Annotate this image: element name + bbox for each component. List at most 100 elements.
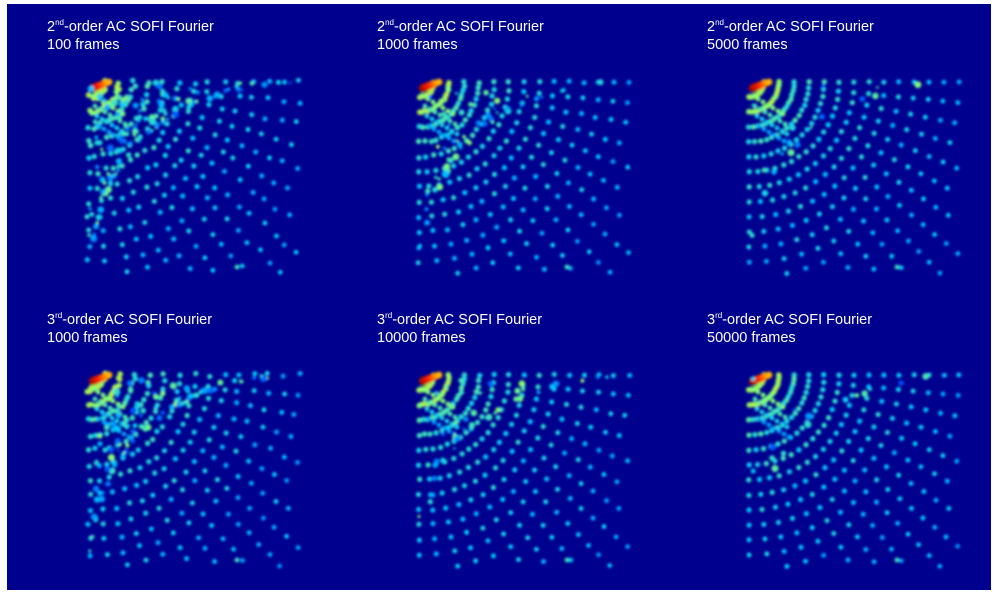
fourier-spot: [438, 151, 444, 157]
fourier-spot: [106, 129, 112, 135]
fourier-spot: [237, 177, 243, 183]
fourier-spot: [285, 185, 290, 191]
fourier-spot: [90, 93, 96, 99]
fourier-spot: [802, 478, 808, 484]
fourier-spot: [485, 413, 493, 421]
fourier-spot: [849, 99, 855, 106]
fourier-spot: [448, 534, 454, 540]
fourier-spot: [605, 375, 609, 379]
fourier-spot: [206, 437, 212, 443]
fourier-spot: [829, 496, 835, 503]
fourier-spot: [496, 439, 503, 445]
fourier-spot: [160, 551, 166, 557]
fourier-spot: [218, 241, 224, 247]
fourier-spot: [119, 534, 125, 540]
fourier-spot: [193, 392, 200, 399]
fourier-spot: [117, 409, 120, 413]
fourier-spot: [201, 386, 209, 395]
fourier-spot: [475, 84, 481, 91]
fourier-spot: [122, 121, 128, 127]
fourier-spot: [947, 433, 953, 439]
fourier-spot: [271, 472, 277, 477]
fourier-spot: [776, 428, 782, 434]
fourier-spot: [455, 563, 461, 569]
fourier-spot: [545, 119, 552, 125]
fourier-spot: [837, 216, 843, 222]
fourier-spot: [175, 428, 181, 435]
fourier-spot: [129, 451, 136, 457]
fourier-spot: [791, 372, 797, 378]
fourier-spot: [746, 214, 752, 220]
fourier-spot: [102, 412, 107, 417]
fourier-spot: [589, 131, 594, 137]
fourier-spot: [474, 419, 481, 426]
fourier-spot: [437, 112, 443, 118]
fourier-spot: [152, 391, 157, 395]
fourier-spot: [459, 146, 463, 150]
fourier-spot: [837, 509, 844, 515]
fourier-spot: [872, 92, 879, 100]
fourier-spot: [423, 446, 429, 453]
fourier-spot: [794, 430, 800, 436]
fourier-spot: [446, 157, 451, 162]
spot-group: [745, 78, 962, 276]
fourier-spot: [616, 212, 622, 218]
fourier-spot: [179, 487, 186, 493]
fourier-spot: [99, 116, 105, 122]
fourier-spot: [565, 94, 571, 100]
fourier-spot: [152, 408, 159, 414]
fourier-spot: [873, 206, 879, 212]
fourier-spot: [495, 407, 501, 413]
fourier-spot: [552, 380, 560, 388]
fourier-spot: [204, 145, 210, 151]
fourier-spot: [521, 428, 527, 434]
fourier-spot: [281, 242, 287, 248]
fourier-spot: [838, 544, 844, 550]
fourier-spot: [590, 515, 596, 521]
fourier-spot: [473, 265, 479, 271]
fourier-spot: [445, 384, 449, 388]
fourier-spot: [105, 371, 113, 379]
fourier-spot: [842, 396, 849, 403]
fourier-spot: [219, 444, 225, 450]
fourier-spot: [760, 392, 766, 398]
fourier-spot: [601, 472, 607, 477]
fourier-spot: [509, 448, 515, 454]
panel-2nd-order-5000-frames: 2nd-order AC SOFI Fourier 5000 frames: [667, 4, 997, 297]
fourier-spot: [166, 117, 170, 121]
fourier-spot: [868, 387, 873, 391]
fourier-spot: [843, 119, 849, 125]
fourier-spot: [274, 429, 279, 435]
fourier-spot: [956, 79, 962, 85]
fourier-spot: [541, 455, 547, 461]
fourier-spot: [202, 545, 208, 551]
fourier-spot: [513, 412, 520, 418]
fourier-spot: [462, 117, 469, 123]
fourier-spot: [845, 557, 851, 563]
fourier-spot: [820, 129, 827, 135]
fourier-spot: [194, 184, 200, 190]
fourier-spot: [784, 418, 790, 424]
fourier-spot: [516, 402, 522, 408]
fourier-spot: [608, 116, 614, 122]
fourier-spot: [801, 395, 807, 401]
fourier-spot: [112, 408, 118, 414]
fourier-spot: [186, 520, 192, 526]
fourier-spot: [103, 430, 110, 437]
fourier-spot: [120, 111, 126, 117]
fourier-spot: [422, 103, 428, 109]
fourier-spot: [490, 484, 496, 491]
fourier-spot: [275, 79, 281, 85]
fourier-spot: [773, 211, 779, 218]
fourier-spot: [796, 153, 802, 160]
fourier-spot: [282, 391, 288, 397]
fourier-spot: [603, 429, 608, 435]
fourier-spot: [445, 148, 452, 154]
fourier-spot: [441, 132, 447, 138]
fourier-spot: [431, 419, 437, 425]
fourier-spot: [172, 456, 178, 462]
fourier-spot: [767, 182, 773, 188]
fourier-spot: [932, 429, 938, 434]
fourier-spot: [490, 422, 496, 428]
spot-group: [415, 78, 632, 276]
